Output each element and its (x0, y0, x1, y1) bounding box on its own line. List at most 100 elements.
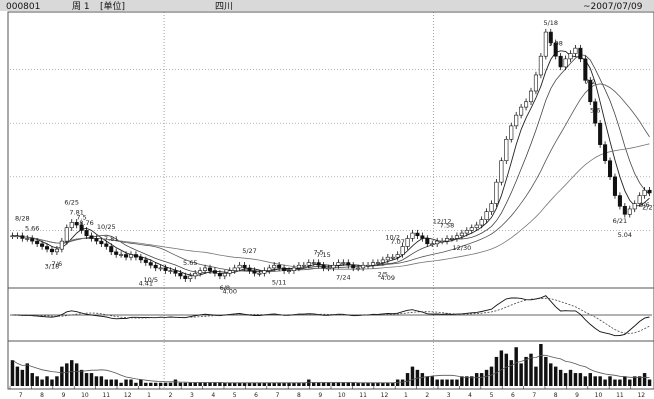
candle-body (311, 262, 316, 264)
volume-bar (637, 376, 642, 386)
price-annotation-label: 8.76 (79, 219, 93, 227)
volume-bar (361, 382, 365, 386)
candle-body (385, 256, 390, 261)
volume-bar (351, 382, 355, 386)
candle-body (573, 47, 578, 54)
price-annotation-label: 7/24 (336, 273, 351, 281)
x-tick-label: 9 (62, 392, 66, 399)
volume-bar (558, 369, 563, 386)
volume-bar (237, 382, 242, 386)
candle-body (642, 189, 647, 196)
volume-bar (479, 373, 484, 386)
candle-body (109, 246, 114, 253)
x-tick-label: 8 (297, 392, 301, 399)
volume-bar (539, 344, 543, 386)
x-tick-label: 1 (404, 392, 408, 399)
volume-bar (119, 382, 123, 386)
x-tick-label: 8 (40, 392, 44, 399)
candle-body (405, 238, 410, 247)
candle-body (104, 243, 109, 247)
volume-bar (514, 347, 518, 386)
candle-body (277, 264, 282, 269)
oscillator-fast-line (12, 295, 650, 337)
volume-bar (336, 382, 341, 386)
candle-body (257, 272, 262, 275)
candle-body (158, 267, 163, 270)
volume-bar (316, 382, 321, 386)
volume-bar (326, 382, 331, 386)
volume-bar (549, 363, 553, 386)
header-interval: 周 1 (72, 1, 90, 12)
price-annotations: 8/285.663/187/66/257.817.58.76 10/257.814… (15, 19, 654, 295)
candle-body (499, 160, 504, 183)
volume-bar (218, 382, 222, 386)
volume-bar (153, 382, 158, 386)
volume-bar (139, 379, 143, 386)
volume-bar (435, 379, 439, 386)
candle-body (380, 259, 385, 263)
x-tick-label: 10 (338, 392, 346, 399)
candle-body (351, 264, 356, 269)
volume-bar (104, 379, 109, 386)
candle-body (291, 267, 296, 271)
volume-bar (460, 376, 464, 386)
volume-bar (400, 379, 405, 386)
candle-body (425, 238, 430, 245)
price-annotation-label: 7.5 (76, 214, 86, 222)
candle-body (163, 267, 168, 271)
candle-body (533, 74, 538, 92)
volume-bar (647, 379, 652, 386)
price-annotation-label: 5/27 (242, 247, 257, 255)
candle-body (370, 262, 376, 266)
volume-bar (198, 382, 202, 386)
volume-bar (553, 366, 558, 386)
volume-bar (583, 376, 588, 386)
volume-bar (65, 363, 69, 386)
candle-body (617, 195, 622, 207)
volume-bar (163, 382, 168, 386)
candle-body (568, 53, 573, 60)
volume-bar (598, 376, 602, 386)
volume-bar (371, 382, 375, 386)
oscillator-slow-line (12, 297, 650, 334)
price-annotation-label: 7.81 (104, 235, 118, 243)
candle-body (124, 254, 129, 258)
candle-body (267, 267, 272, 271)
x-tick-label: 5 (490, 392, 494, 399)
moving-average-lines (12, 50, 650, 276)
volume-bar (311, 382, 316, 386)
price-annotation-label: 4.41 (139, 279, 153, 287)
price-annotation-label: 7/2 (585, 78, 595, 86)
ma-5-line (12, 50, 650, 276)
price-annotation-label: 7.15 (316, 251, 330, 259)
volume-bar (632, 376, 637, 386)
candle-body (336, 262, 341, 266)
candle-body (494, 181, 499, 204)
x-tick-label: 6 (511, 392, 515, 399)
price-annotation-label: 5/18 (543, 19, 558, 27)
price-annotation-label: 10/2 (385, 233, 400, 241)
volume-bar (450, 379, 454, 386)
volume-bar (297, 382, 301, 386)
candle-body (341, 262, 346, 264)
header-code: 000801 (6, 2, 40, 12)
volume-bar (262, 382, 267, 386)
volume-bar (474, 373, 479, 386)
volume-bar (405, 373, 410, 386)
volume-bar (15, 366, 20, 386)
candle-body (272, 264, 277, 269)
x-tick-label: 2 (425, 392, 429, 399)
volume-bar (193, 382, 197, 386)
candle-body (301, 264, 306, 267)
price-annotation-label: 4.00 (223, 287, 237, 295)
volume-bar (168, 382, 173, 386)
x-tick-label: 1 (147, 392, 151, 399)
ma-20-line (12, 83, 650, 273)
volume-bar (109, 379, 113, 386)
candle-body (237, 264, 242, 269)
candle-body (232, 267, 237, 271)
candle-body (400, 246, 405, 255)
candle-body (198, 270, 203, 274)
volume-bar (188, 382, 192, 386)
